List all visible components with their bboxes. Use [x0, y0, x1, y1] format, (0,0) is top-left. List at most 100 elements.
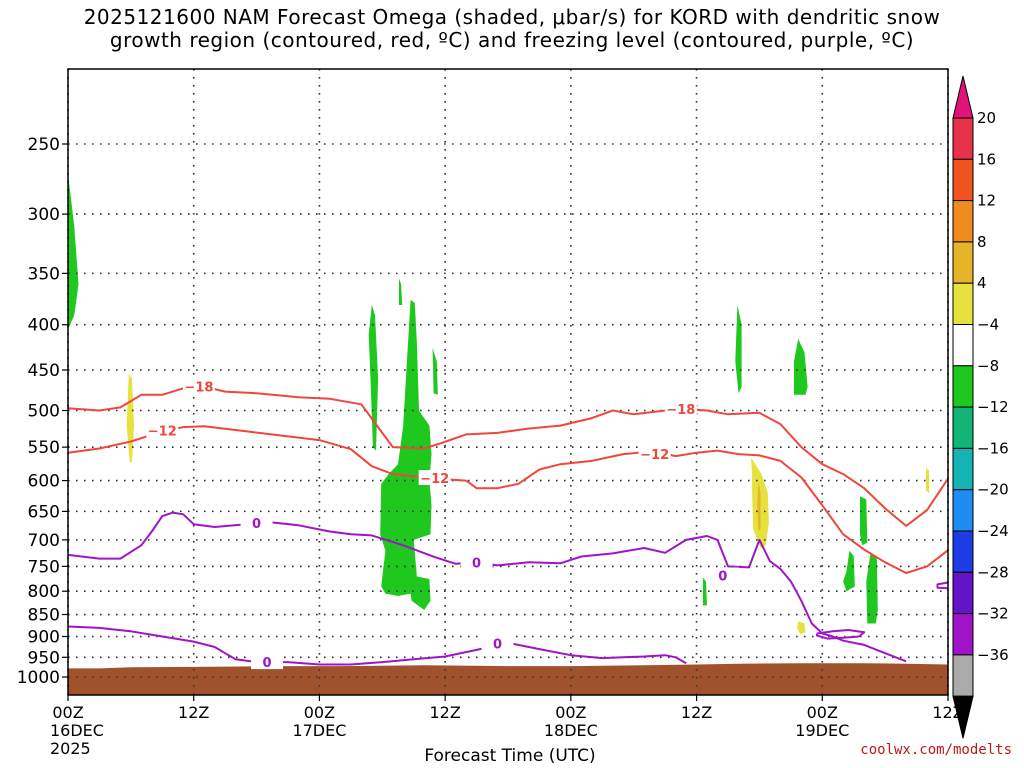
colorbar-label-4: 8 [977, 233, 987, 251]
colorbar-swatch-6 [952, 324, 974, 367]
0c-small-loop-contour [816, 629, 866, 640]
colorbar-swatch-5 [952, 282, 974, 326]
omega-region-12 [126, 374, 134, 463]
y-tick-label-350: 350 [28, 264, 60, 284]
y-tick-label-1000: 1000 [17, 668, 60, 688]
colorbar-swatch-9 [952, 447, 974, 491]
colorbar-label-1: 20 [977, 109, 996, 127]
colorbar-label-6: −4 [977, 316, 999, 334]
colorbar-swatch-1 [952, 117, 974, 160]
y-tick-label-850: 850 [28, 606, 60, 626]
contour-label-2-2: 0 [718, 570, 727, 585]
-12c-isotherm-contour [68, 425, 948, 574]
colorbar-swatch-13 [952, 613, 974, 656]
colorbar-label-5: 4 [977, 274, 987, 292]
terrain [68, 663, 948, 695]
x-tick-label-0-0: 00Z [52, 703, 83, 722]
colorbar-swatch-3 [952, 200, 974, 243]
contour-label-1-2: −12 [640, 448, 669, 463]
colorbar-swatch-10 [952, 489, 974, 532]
omega-region-3 [399, 278, 403, 305]
-18c-isotherm-contour [68, 385, 948, 527]
terrain-fill [68, 663, 948, 695]
colorbar-label-14: −36 [977, 646, 1009, 664]
colorbar-label-13: −32 [977, 605, 1009, 623]
y-tick-label-600: 600 [28, 472, 60, 492]
credit-text: coolwx.com/modelts [860, 742, 1012, 758]
colorbar-label-2: 16 [977, 150, 996, 168]
omega-region-15 [926, 467, 930, 494]
contour-label-bg [481, 635, 514, 651]
contour-label-bg [638, 446, 671, 462]
contour-label-1-1: −12 [420, 472, 449, 487]
x-tick-label-48-1: 18DEC [544, 721, 598, 740]
y-tick-label-550: 550 [28, 438, 60, 458]
title-line-1: 2025121600 NAM Forecast Omega (shaded, μ… [83, 5, 941, 29]
plot-frame [67, 68, 949, 696]
omega-region-6 [735, 305, 742, 394]
colorbar-label-7: −8 [977, 357, 999, 375]
contour-label-0-0: −18 [184, 381, 213, 396]
y-tick-label-300: 300 [28, 205, 60, 225]
0c-near-surface-contour [68, 625, 687, 666]
colorbar-top-arrow [952, 75, 974, 119]
colorbar-swatch-12 [952, 571, 974, 615]
y-axis: 2503003504004505005506006507007508008509… [17, 135, 68, 688]
colorbar-swatch-4 [952, 241, 974, 284]
y-tick-label-750: 750 [28, 557, 60, 577]
contour-label-bg [182, 378, 215, 394]
y-tick-label-250: 250 [28, 135, 60, 155]
colorbar-label-8: −12 [977, 398, 1009, 416]
y-tick-label-650: 650 [28, 502, 60, 522]
title-line-2: growth region (contoured, red, ºC) and f… [109, 28, 915, 52]
omega-region-8 [702, 577, 707, 606]
omega-region-7 [794, 338, 808, 395]
x-tick-label-72-1: 19DEC [795, 721, 849, 740]
x-tick-label-36-0: 12Z [429, 703, 460, 722]
colorbar-label-9: −16 [977, 439, 1009, 457]
contour-label-bg [146, 422, 179, 438]
chart-title: 2025121600 NAM Forecast Omega (shaded, μ… [0, 6, 1024, 52]
omega-region-9 [860, 496, 868, 546]
x-axis-label: Forecast Time (UTC) [424, 746, 596, 766]
omega-region-10 [843, 550, 855, 592]
x-tick-label-12-0: 12Z [178, 703, 209, 722]
x-tick-label-72-0: 00Z [807, 703, 838, 722]
x-tick-label-0-1: 16DEC [50, 721, 104, 740]
omega-region-4 [380, 299, 432, 610]
0c-freezing-level-contour [68, 511, 907, 663]
omega-shading [68, 173, 930, 635]
y-tick-label-950: 950 [28, 648, 60, 668]
colorbar-swatch-11 [952, 530, 974, 573]
contour-label-0-1: −18 [666, 403, 695, 418]
contour-label-bg [706, 567, 739, 583]
y-tick-label-450: 450 [28, 361, 60, 381]
contour-label-1-0: −12 [148, 425, 177, 440]
contour-label-bg [418, 470, 451, 486]
x-tick-label-24-1: 17DEC [292, 721, 346, 740]
omega-region-16 [757, 480, 761, 532]
omega-region-14 [797, 621, 806, 635]
y-tick-label-900: 900 [28, 627, 60, 647]
colorbar-swatch-7 [952, 365, 974, 408]
y-tick-label-400: 400 [28, 316, 60, 336]
contour-label-2-0: 0 [252, 517, 261, 532]
x-tick-label-60-0: 12Z [681, 703, 712, 722]
colorbar-label-11: −24 [977, 522, 1009, 540]
contour-label-bg [251, 654, 284, 670]
contour-label-3-0: 0 [263, 656, 272, 671]
contour-label-3-1: 0 [493, 637, 502, 652]
x-tick-label-48-0: 00Z [555, 703, 586, 722]
y-tick-label-500: 500 [28, 402, 60, 422]
colorbar: 20 16 12 8 4 −4 −8 −12 −16 −20 −24 −28 −32 −36 [952, 75, 1009, 739]
omega-region-1 [68, 173, 79, 330]
x-tick-label-24-0: 00Z [304, 703, 335, 722]
contour-labels: −18 −18 −12 −12 −12 0 0 0 0 0 [146, 378, 739, 671]
colorbar-label-3: 12 [977, 192, 996, 210]
colorbar-swatch-14 [952, 654, 974, 697]
colorbar-swatch-2 [952, 158, 974, 202]
omega-region-11 [866, 553, 878, 624]
x-tick-label-0-2: 2025 [50, 739, 91, 758]
